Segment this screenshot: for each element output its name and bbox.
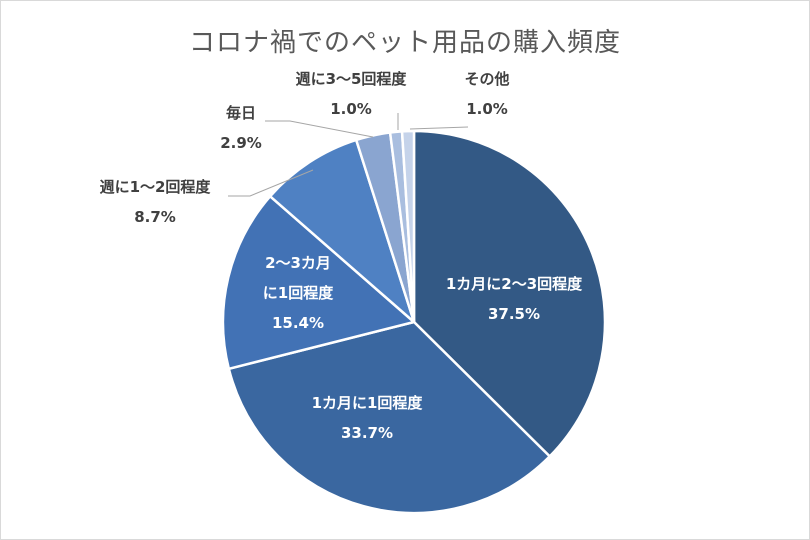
pie-slice-2 [227,320,551,515]
leader-line-4 [228,169,314,197]
data-label-1: 1カ月に2～3回程度 37.5% [446,275,583,323]
pie-slice-3 [221,195,416,371]
pie-slice-4 [268,138,416,324]
leader-line-7 [409,126,469,130]
data-label-5: 毎日 2.9% [220,104,262,152]
pie-slice-1 [412,129,607,458]
pie-slice-7 [400,129,416,324]
data-label-7: その他 1.0% [464,70,509,118]
data-label-4: 週に1～2回程度 8.7% [100,178,212,226]
data-label-2: 1カ月に1回程度 33.7% [312,394,424,442]
chart-title: コロナ禍でのペット用品の購入頻度 [188,28,621,58]
data-label-3: 2～3カ月に1回程度 15.4% [263,254,334,332]
leader-line-5 [265,120,374,138]
data-label-6: 週に3～5回程度 1.0% [296,70,408,118]
